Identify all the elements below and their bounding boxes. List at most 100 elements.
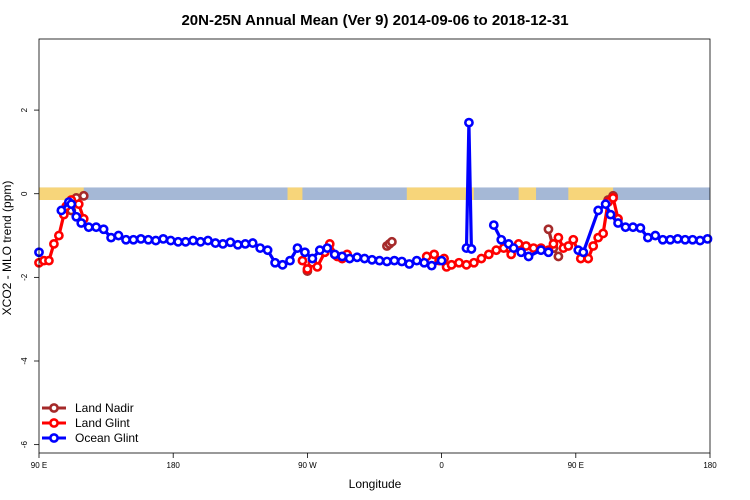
data-point — [270, 257, 280, 268]
x-tick-label: 90 E — [31, 461, 47, 470]
data-point — [608, 193, 618, 203]
data-point — [578, 247, 589, 258]
land-ocean-band — [39, 187, 710, 200]
y-tick-label: 0 — [20, 191, 29, 196]
data-point — [314, 245, 325, 256]
legend-marker — [49, 403, 59, 413]
data-point — [76, 218, 87, 228]
legend-label: Ocean Glint — [75, 431, 139, 445]
data-point — [344, 253, 355, 264]
x-tick-label: 180 — [703, 461, 717, 470]
data-point — [389, 255, 400, 266]
data-point — [396, 256, 407, 267]
data-point — [635, 223, 646, 233]
data-point — [337, 251, 348, 262]
data-point — [536, 245, 546, 256]
plot-frame — [38, 38, 711, 454]
data-point — [302, 264, 313, 274]
data-point — [297, 255, 308, 266]
y-tick-label: -6 — [20, 441, 29, 449]
data-point — [446, 259, 457, 270]
data-point — [553, 251, 564, 262]
data-point — [665, 234, 676, 245]
data-point — [73, 199, 84, 210]
data-point — [454, 257, 464, 268]
x-tick-label: 180 — [167, 461, 181, 470]
data-point — [598, 228, 609, 239]
data-point — [232, 239, 243, 250]
data-point — [687, 234, 698, 245]
data-point — [404, 259, 415, 269]
series-layer — [34, 117, 713, 276]
data-point — [382, 256, 392, 267]
data-point — [367, 254, 377, 265]
chart-title: 20N-25N Annual Mean (Ver 9) 2014-09-06 t… — [181, 12, 568, 29]
series-line — [464, 120, 473, 249]
data-point — [135, 233, 146, 244]
y-tick-label: -4 — [20, 357, 29, 365]
data-point — [66, 199, 77, 210]
data-point — [469, 257, 479, 268]
data-point — [568, 234, 579, 245]
data-point — [563, 241, 574, 251]
data-point — [203, 235, 213, 246]
data-point — [496, 234, 507, 245]
data-point — [553, 232, 564, 243]
data-point — [128, 234, 139, 245]
data-point — [593, 205, 604, 216]
data-point — [285, 255, 295, 266]
x-tick-label: 90 E — [568, 461, 584, 470]
data-point — [429, 249, 440, 260]
data-point — [329, 249, 340, 260]
data-point — [588, 241, 599, 251]
data-point — [322, 243, 333, 253]
data-point — [158, 233, 169, 244]
data-point — [628, 222, 638, 233]
data-point — [600, 199, 611, 210]
legend-entry: Ocean Glint — [42, 431, 139, 445]
data-point — [195, 236, 206, 247]
data-point — [642, 232, 653, 243]
x-tick-label: 0 — [439, 461, 444, 470]
land-segment — [518, 187, 537, 200]
data-point — [488, 220, 499, 230]
data-point — [680, 234, 691, 245]
data-point — [419, 257, 430, 268]
data-point — [240, 239, 251, 249]
data-point — [491, 245, 502, 256]
x-axis-label: Longitude — [349, 477, 402, 491]
data-point — [44, 255, 54, 266]
data-point — [113, 230, 124, 241]
data-point — [476, 253, 487, 264]
data-point — [695, 235, 705, 246]
data-point — [210, 238, 221, 248]
data-point — [106, 232, 116, 243]
data-point — [483, 249, 494, 260]
data-point — [292, 243, 303, 253]
y-tick-label: -2 — [20, 273, 29, 281]
legend-entry: Land Nadir — [42, 401, 134, 415]
x-tick-label: 90 W — [298, 461, 317, 470]
data-point — [277, 259, 288, 270]
data-point — [71, 211, 82, 222]
data-point — [702, 233, 713, 244]
data-point — [605, 209, 616, 220]
data-point — [466, 244, 477, 254]
data-point — [650, 230, 661, 241]
data-point — [464, 117, 474, 128]
data-point — [583, 253, 594, 264]
data-point — [516, 247, 527, 258]
ocean-band — [39, 187, 710, 200]
data-point — [543, 247, 554, 258]
data-point — [150, 235, 161, 246]
data-point — [91, 222, 102, 233]
data-point — [225, 237, 236, 248]
data-point — [374, 255, 385, 266]
data-point — [548, 239, 559, 249]
data-point — [672, 233, 683, 244]
data-point — [386, 236, 397, 247]
data-point — [180, 236, 191, 247]
legend-marker — [49, 433, 59, 443]
data-point — [165, 235, 176, 246]
